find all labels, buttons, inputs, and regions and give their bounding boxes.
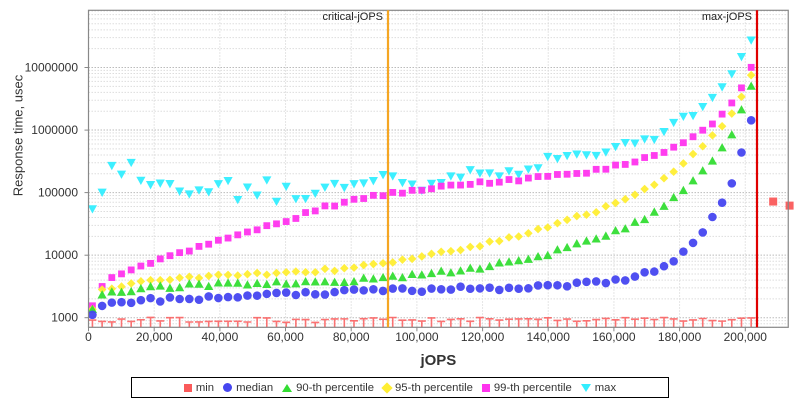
svg-text:critical-jOPS: critical-jOPS	[322, 11, 383, 23]
svg-text:1000000: 1000000	[31, 123, 78, 137]
svg-text:max-jOPS: max-jOPS	[702, 11, 752, 23]
svg-text:1000: 1000	[51, 311, 78, 325]
svg-text:100,000: 100,000	[395, 330, 439, 344]
svg-text:160,000: 160,000	[592, 330, 636, 344]
svg-text:80,000: 80,000	[333, 330, 370, 344]
svg-text:60,000: 60,000	[267, 330, 304, 344]
svg-text:200,000: 200,000	[724, 330, 768, 344]
svg-text:0: 0	[85, 330, 92, 344]
svg-text:20,000: 20,000	[136, 330, 173, 344]
svg-text:180,000: 180,000	[658, 330, 702, 344]
svg-text:140,000: 140,000	[527, 330, 571, 344]
svg-text:120,000: 120,000	[461, 330, 505, 344]
svg-text:40,000: 40,000	[202, 330, 239, 344]
svg-text:10000: 10000	[45, 248, 79, 262]
svg-text:100000: 100000	[38, 186, 78, 200]
svg-text:10000000: 10000000	[25, 61, 79, 75]
